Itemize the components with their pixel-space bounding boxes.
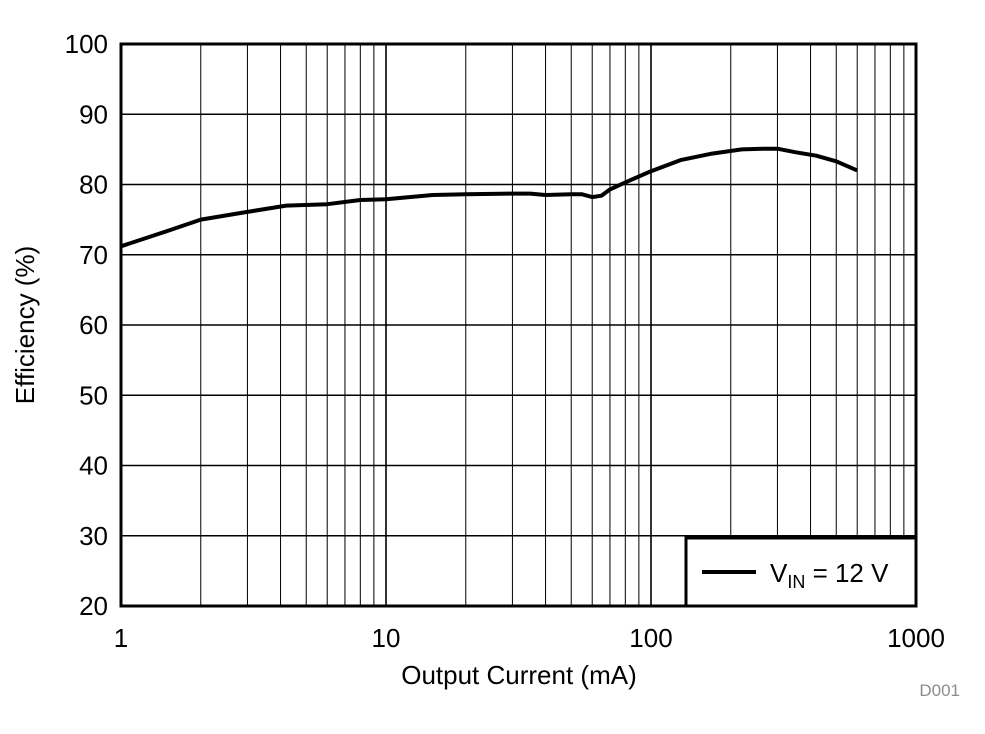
y-tick-label: 90: [79, 99, 108, 129]
plot-frame: [119, 42, 918, 608]
major-gridlines: [121, 44, 916, 606]
y-tick-label: 70: [79, 240, 108, 270]
legend-label: VIN = 12 V: [770, 558, 889, 592]
legend: VIN = 12 V: [684, 536, 918, 608]
y-tick-label: 20: [79, 591, 108, 621]
x-tick-label: 1000: [887, 623, 945, 653]
y-tick-label: 40: [79, 451, 108, 481]
plot-area-border: [119, 42, 918, 608]
legend-label-main: V: [770, 558, 788, 588]
x-axis-title: Output Current (mA): [401, 660, 637, 690]
series-line-vin-12v: [120, 146, 858, 249]
y-axis-title: Efficiency (%): [10, 246, 40, 404]
x-tick-labels: 1 10 100 1000: [114, 623, 945, 653]
x-tick-label: 100: [629, 623, 672, 653]
figure-code: D001: [919, 681, 960, 700]
y-tick-label: 100: [65, 29, 108, 59]
y-tick-label: 80: [79, 170, 108, 200]
y-tick-label: 30: [79, 521, 108, 551]
y-tick-label: 50: [79, 380, 108, 410]
x-tick-label: 10: [372, 623, 401, 653]
series-layer: [120, 146, 858, 249]
y-tick-labels: 20 30 40 50 60 70 80 90 100: [65, 29, 108, 621]
x-tick-label: 1: [114, 623, 128, 653]
y-tick-label: 60: [79, 310, 108, 340]
legend-label-rest: = 12 V: [805, 558, 889, 588]
legend-label-subscript: IN: [787, 572, 805, 592]
